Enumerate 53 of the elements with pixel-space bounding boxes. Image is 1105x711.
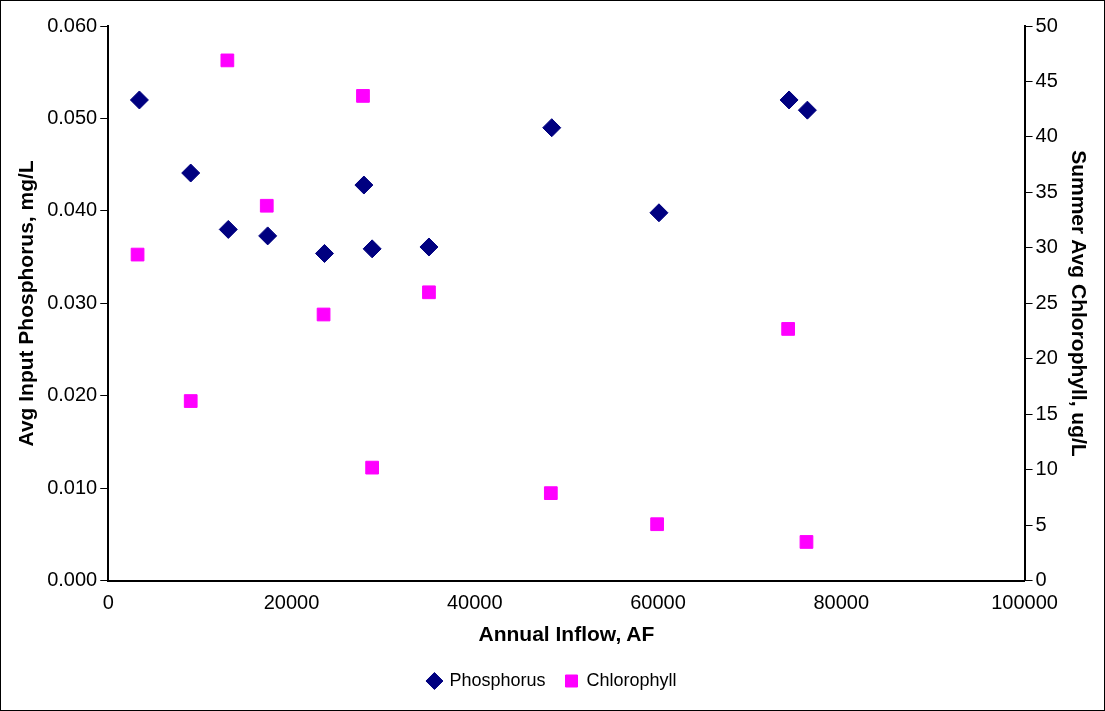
y2-tick-label: 15: [1035, 401, 1058, 424]
point: [799, 535, 814, 549]
y2-tick-label: 45: [1035, 69, 1058, 91]
y2-tick-label: 50: [1035, 13, 1058, 36]
x-tick-label: 80000: [813, 591, 870, 614]
point: [422, 285, 436, 300]
point: [129, 90, 149, 110]
point: [181, 163, 201, 183]
y-tick-label: 0.060: [47, 13, 98, 36]
legend-label: Chlorophyll: [586, 669, 677, 690]
y-tick-label: 0.020: [47, 383, 98, 406]
legend-label: Phosphorus: [449, 669, 546, 690]
point: [543, 486, 558, 501]
y-tick-label: 0.050: [47, 105, 98, 128]
y2-tick-label: 25: [1035, 290, 1058, 313]
x-tick-label: 40000: [446, 591, 503, 614]
point: [316, 307, 331, 322]
point: [259, 198, 274, 213]
x-tick-label: 100000: [991, 591, 1058, 614]
y2-tick-label: 20: [1035, 346, 1058, 369]
point: [649, 203, 669, 223]
y-axis-title: Avg Input Phosphorus, mg/L: [14, 160, 38, 447]
point: [354, 175, 374, 195]
y-tick-label: 0.040: [47, 198, 98, 221]
y2-axis-title: Summer Avg Chlorophyll, ug/L: [1067, 150, 1091, 457]
point: [130, 247, 145, 262]
y-tick-label: 0.030: [47, 290, 98, 313]
point: [650, 517, 664, 532]
point: [797, 100, 817, 120]
point: [315, 243, 334, 263]
point: [356, 89, 370, 103]
point: [542, 118, 562, 138]
x-tick-label: 0: [102, 591, 114, 614]
y-tick-label: 0.000: [47, 568, 98, 591]
y2-tick-label: 0: [1035, 568, 1047, 591]
point: [419, 237, 439, 257]
point: [365, 460, 380, 475]
point: [258, 226, 278, 246]
point: [779, 90, 799, 110]
y2-tick-label: 30: [1035, 235, 1058, 258]
point: [218, 219, 238, 239]
point: [362, 239, 382, 259]
point: [220, 53, 235, 68]
point: [781, 322, 796, 336]
x-tick-label: 60000: [630, 591, 686, 614]
y2-tick-label: 40: [1035, 124, 1058, 147]
point: [183, 394, 198, 408]
y2-tick-label: 35: [1035, 179, 1058, 202]
y2-tick-label: 10: [1035, 457, 1058, 480]
x-tick-label: 20000: [263, 591, 320, 614]
y2-tick-label: 5: [1035, 512, 1047, 535]
y-tick-label: 0.010: [47, 475, 98, 498]
x-axis-title: Annual Inflow, AF: [478, 622, 655, 646]
